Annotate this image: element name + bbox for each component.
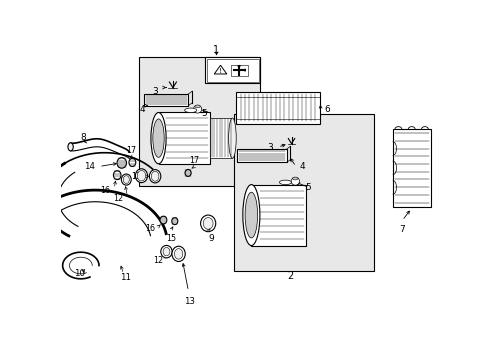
Ellipse shape [129,158,136,167]
Bar [143,94,188,105]
Bar [236,92,319,123]
Ellipse shape [117,158,126,168]
Ellipse shape [68,143,73,151]
Text: 2: 2 [286,271,293,281]
Text: 6: 6 [324,105,329,114]
Ellipse shape [200,215,215,232]
Ellipse shape [290,177,299,185]
Ellipse shape [228,118,236,158]
Ellipse shape [184,170,191,176]
Ellipse shape [160,216,166,224]
Text: 12: 12 [113,194,123,203]
Text: !: ! [219,68,222,74]
Ellipse shape [123,176,129,184]
Text: 3: 3 [152,87,158,96]
Bar [209,118,232,158]
Bar [251,185,305,246]
Polygon shape [214,65,226,74]
Ellipse shape [279,180,291,185]
Text: 1: 1 [213,45,219,55]
Ellipse shape [151,171,159,181]
Ellipse shape [203,217,213,229]
Text: 16: 16 [145,224,155,233]
Text: 11: 11 [120,273,131,282]
Text: 4: 4 [140,105,145,114]
Ellipse shape [172,246,185,261]
Text: 12: 12 [153,256,163,265]
Ellipse shape [135,169,147,183]
Text: 10: 10 [74,269,84,278]
Ellipse shape [244,192,257,238]
Ellipse shape [193,105,202,113]
Text: 16: 16 [100,186,110,195]
Text: 13: 13 [183,297,194,306]
Text: 14: 14 [84,162,95,171]
Text: 13: 13 [130,172,141,181]
Ellipse shape [113,171,121,180]
Text: 5: 5 [305,183,311,192]
Bar [158,112,209,164]
Ellipse shape [137,170,145,181]
Ellipse shape [121,174,131,185]
Bar [392,129,430,207]
Ellipse shape [292,177,297,180]
Ellipse shape [163,247,169,256]
Ellipse shape [153,119,164,157]
Text: 5: 5 [201,109,206,118]
Bar [139,57,260,186]
Bar [237,149,286,162]
Ellipse shape [195,105,200,108]
Bar [206,59,258,82]
Bar [205,57,260,84]
Text: 17: 17 [189,156,199,165]
Ellipse shape [243,185,259,246]
Text: 4: 4 [299,162,305,171]
Ellipse shape [151,112,166,164]
Ellipse shape [174,249,183,259]
Bar [230,65,247,76]
Text: 7: 7 [399,225,404,234]
Ellipse shape [149,170,161,183]
Bar [233,114,373,270]
Text: 17: 17 [126,147,136,156]
Text: 3: 3 [267,143,273,152]
Text: 15: 15 [165,234,176,243]
Text: 9: 9 [207,234,213,243]
Text: 8: 8 [80,133,86,142]
Ellipse shape [184,108,196,112]
Ellipse shape [171,218,178,225]
Ellipse shape [161,246,172,258]
